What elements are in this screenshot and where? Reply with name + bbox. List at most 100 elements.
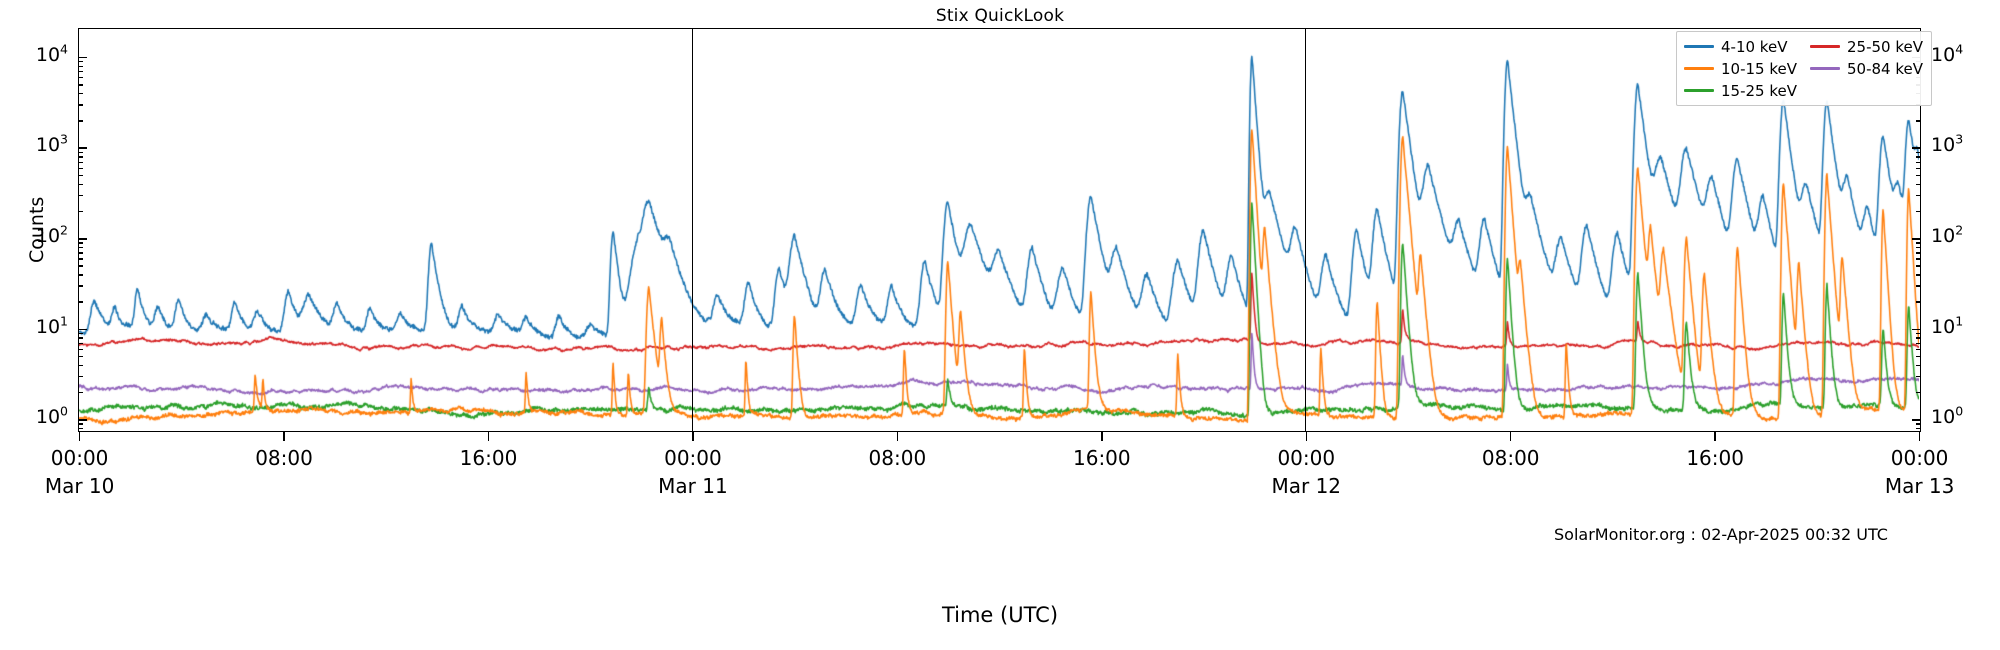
legend-column-left: 4-10 keV 10-15 keV 15-25 keV — [1684, 37, 1797, 100]
source-watermark: SolarMonitor.org : 02-Apr-2025 00:32 UTC — [1554, 525, 1888, 544]
page-title: Stix QuickLook — [935, 6, 1065, 26]
y-minor-tick — [1916, 194, 1921, 197]
x-tick-date-label: Mar 12 — [1271, 474, 1342, 498]
y-minor-tick — [1916, 274, 1921, 276]
y-minor-tick — [1916, 258, 1921, 260]
y-tick-label: 103 — [1931, 132, 1964, 157]
y-minor-tick — [78, 92, 83, 95]
legend-label: 10-15 keV — [1721, 59, 1797, 78]
y-tick-label: 104 — [35, 41, 68, 66]
y-minor-tick — [1916, 337, 1921, 339]
y-minor-tick — [1916, 246, 1921, 249]
x-major-tick — [283, 432, 285, 441]
y-major-tick — [1912, 419, 1921, 421]
x-tick-time-label: 16:00 — [1072, 446, 1131, 470]
y-minor-tick — [1916, 301, 1921, 303]
y-major-tick — [78, 328, 87, 331]
x-tick-time-label: 08:00 — [255, 446, 313, 470]
x-tick-time-label: 00:00 — [1890, 446, 1949, 470]
y-minor-tick — [1916, 342, 1921, 345]
legend-color-swatch — [1684, 44, 1714, 49]
x-tick-time-label: 00:00 — [664, 446, 722, 470]
y-tick-label: 103 — [35, 132, 68, 157]
y-minor-tick — [78, 104, 83, 106]
x-major-tick — [1101, 432, 1103, 441]
y-major-tick — [1912, 147, 1921, 150]
y-major-tick — [78, 238, 87, 240]
x-major-tick — [1918, 432, 1921, 441]
y-minor-tick — [78, 242, 83, 244]
y-minor-tick — [1916, 423, 1921, 425]
y-tick-label: 101 — [1931, 313, 1964, 338]
x-major-tick — [1305, 432, 1307, 441]
y-minor-tick — [1916, 332, 1921, 335]
y-minor-tick — [78, 84, 83, 86]
y-minor-tick — [1916, 242, 1921, 244]
legend-entry[interactable]: 4-10 keV — [1684, 37, 1797, 56]
y-major-tick — [78, 147, 87, 150]
y-minor-tick — [78, 342, 83, 345]
y-minor-tick — [78, 364, 83, 367]
y-minor-tick — [78, 428, 83, 430]
y-minor-tick — [1916, 156, 1921, 158]
x-tick-time-label: 16:00 — [459, 446, 518, 470]
y-minor-tick — [1916, 265, 1921, 267]
legend-label: 4-10 keV — [1721, 37, 1788, 56]
y-minor-tick — [78, 183, 83, 185]
y-minor-tick — [1916, 210, 1921, 213]
y-tick-label: 100 — [1931, 403, 1964, 429]
y-minor-tick — [1916, 167, 1921, 169]
y-minor-tick — [78, 194, 83, 197]
legend-entry[interactable]: 10-15 keV — [1684, 59, 1797, 78]
legend-color-swatch — [1684, 88, 1714, 93]
y-minor-tick — [1916, 364, 1921, 367]
y-minor-tick — [78, 156, 83, 158]
legend-column-right: 25-50 keV 50-84 keV — [1810, 37, 1923, 78]
y-tick-label: 104 — [1931, 41, 1964, 66]
y-major-tick — [1912, 328, 1921, 331]
y-minor-tick — [78, 61, 83, 63]
y-minor-tick — [1916, 151, 1921, 153]
day-separator-line — [1304, 29, 1307, 431]
y-minor-tick — [78, 210, 83, 213]
x-axis-label: Time (UTC) — [941, 603, 1059, 627]
legend-label: 25-50 keV — [1847, 37, 1923, 56]
x-tick-date-label: Mar 10 — [44, 474, 115, 498]
y-minor-tick — [78, 252, 83, 254]
y-minor-tick — [78, 76, 83, 79]
legend-label: 50-84 keV — [1847, 59, 1923, 78]
y-minor-tick — [78, 174, 83, 177]
x-tick-time-label: 08:00 — [1481, 446, 1540, 470]
legend-entry[interactable]: 15-25 keV — [1684, 81, 1797, 100]
x-major-tick — [1714, 432, 1716, 441]
y-tick-label: 102 — [1931, 222, 1964, 248]
y-minor-tick — [78, 355, 83, 358]
y-minor-tick — [78, 285, 83, 287]
legend-color-swatch — [1810, 44, 1840, 49]
x-major-tick — [1510, 432, 1512, 441]
x-major-tick — [78, 432, 81, 441]
y-minor-tick — [78, 274, 83, 276]
y-major-tick — [1912, 238, 1921, 240]
y-minor-tick — [78, 332, 83, 335]
legend-entry[interactable]: 25-50 keV — [1810, 37, 1923, 56]
y-major-tick — [78, 419, 87, 421]
x-major-tick — [896, 432, 899, 441]
legend-label: 15-25 keV — [1721, 81, 1797, 100]
x-tick-time-label: 00:00 — [1277, 446, 1336, 470]
y-minor-tick — [1916, 428, 1921, 430]
y-minor-tick — [78, 258, 83, 260]
plot-area — [78, 28, 1921, 432]
timeseries-canvas — [79, 29, 1919, 430]
day-separator-line — [691, 29, 694, 431]
y-major-tick — [78, 56, 87, 59]
x-tick-time-label: 16:00 — [1686, 446, 1744, 470]
y-minor-tick — [78, 376, 83, 378]
y-minor-tick — [1916, 252, 1921, 254]
y-minor-tick — [1916, 355, 1921, 358]
y-minor-tick — [78, 337, 83, 339]
x-tick-time-label: 08:00 — [868, 446, 927, 470]
x-major-tick — [487, 432, 490, 441]
legend-entry[interactable]: 50-84 keV — [1810, 59, 1923, 78]
